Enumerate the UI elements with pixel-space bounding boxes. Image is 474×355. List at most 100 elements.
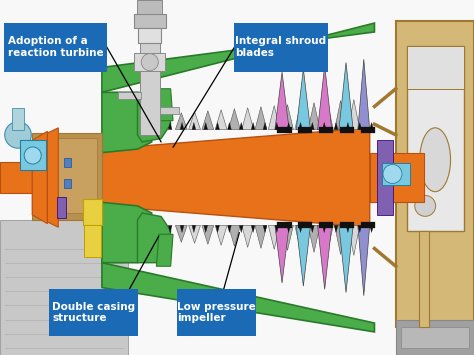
Polygon shape bbox=[228, 225, 231, 233]
Bar bbox=[0, 162, 32, 193]
Polygon shape bbox=[242, 108, 254, 130]
Polygon shape bbox=[370, 122, 374, 130]
Bar bbox=[36, 138, 97, 213]
Polygon shape bbox=[180, 122, 184, 130]
Polygon shape bbox=[102, 23, 374, 92]
Polygon shape bbox=[346, 122, 350, 130]
Polygon shape bbox=[102, 92, 152, 153]
Polygon shape bbox=[358, 122, 362, 130]
Polygon shape bbox=[334, 122, 338, 130]
FancyBboxPatch shape bbox=[49, 289, 138, 336]
Polygon shape bbox=[102, 202, 152, 263]
Polygon shape bbox=[175, 225, 187, 242]
Polygon shape bbox=[348, 225, 360, 256]
Bar bbox=[382, 163, 410, 185]
Polygon shape bbox=[275, 122, 279, 130]
Polygon shape bbox=[268, 106, 280, 130]
Polygon shape bbox=[308, 103, 320, 130]
Polygon shape bbox=[322, 122, 326, 130]
Bar bbox=[64, 179, 71, 188]
Bar bbox=[340, 127, 354, 133]
Polygon shape bbox=[335, 225, 346, 255]
Polygon shape bbox=[58, 128, 370, 227]
Polygon shape bbox=[282, 225, 293, 250]
Polygon shape bbox=[239, 225, 243, 233]
Polygon shape bbox=[334, 225, 338, 233]
Polygon shape bbox=[287, 225, 291, 233]
Polygon shape bbox=[251, 122, 255, 130]
Polygon shape bbox=[275, 225, 279, 233]
Bar bbox=[140, 11, 160, 135]
Polygon shape bbox=[275, 225, 289, 283]
Polygon shape bbox=[310, 225, 314, 233]
Bar bbox=[0, 220, 128, 355]
Polygon shape bbox=[102, 263, 374, 332]
Polygon shape bbox=[156, 234, 173, 266]
Bar bbox=[134, 14, 166, 28]
Polygon shape bbox=[339, 62, 353, 130]
Polygon shape bbox=[216, 225, 219, 233]
Bar bbox=[138, 28, 161, 43]
Polygon shape bbox=[348, 99, 360, 130]
Polygon shape bbox=[189, 225, 201, 243]
Bar bbox=[319, 127, 333, 133]
Polygon shape bbox=[189, 112, 201, 130]
Polygon shape bbox=[299, 225, 302, 233]
Polygon shape bbox=[202, 111, 214, 130]
Polygon shape bbox=[346, 225, 350, 233]
Polygon shape bbox=[321, 102, 333, 130]
Ellipse shape bbox=[419, 128, 450, 192]
Polygon shape bbox=[370, 225, 374, 233]
Bar bbox=[277, 127, 292, 133]
Polygon shape bbox=[228, 109, 240, 130]
Polygon shape bbox=[296, 69, 310, 130]
FancyBboxPatch shape bbox=[4, 23, 107, 71]
Bar bbox=[396, 21, 474, 327]
Polygon shape bbox=[228, 225, 240, 246]
Polygon shape bbox=[202, 225, 214, 244]
Polygon shape bbox=[358, 225, 362, 233]
Polygon shape bbox=[251, 225, 255, 233]
Polygon shape bbox=[204, 122, 208, 130]
Bar bbox=[32, 133, 102, 220]
Polygon shape bbox=[295, 104, 307, 130]
Polygon shape bbox=[263, 122, 267, 130]
Text: Adoption of a
reaction turbine: Adoption of a reaction turbine bbox=[8, 36, 103, 58]
Polygon shape bbox=[287, 122, 291, 130]
Circle shape bbox=[24, 147, 41, 164]
Bar bbox=[118, 92, 141, 99]
Circle shape bbox=[415, 196, 436, 216]
Bar bbox=[12, 108, 24, 130]
Polygon shape bbox=[216, 122, 219, 130]
Polygon shape bbox=[255, 225, 267, 248]
Polygon shape bbox=[215, 110, 227, 130]
Polygon shape bbox=[137, 213, 171, 263]
Bar bbox=[396, 320, 474, 355]
Polygon shape bbox=[175, 113, 187, 130]
Polygon shape bbox=[296, 225, 310, 286]
Circle shape bbox=[141, 54, 158, 71]
Polygon shape bbox=[168, 225, 172, 233]
Text: Low pressure
impeller: Low pressure impeller bbox=[177, 302, 256, 323]
Polygon shape bbox=[310, 122, 314, 130]
Bar bbox=[134, 53, 165, 71]
Bar bbox=[407, 46, 464, 89]
Polygon shape bbox=[255, 106, 267, 130]
Polygon shape bbox=[47, 128, 58, 227]
FancyBboxPatch shape bbox=[234, 23, 328, 71]
Polygon shape bbox=[215, 225, 227, 245]
Polygon shape bbox=[242, 225, 254, 247]
Bar bbox=[319, 222, 333, 228]
Polygon shape bbox=[318, 66, 332, 130]
Bar bbox=[160, 106, 179, 114]
Polygon shape bbox=[168, 122, 172, 130]
Polygon shape bbox=[275, 72, 289, 130]
Bar bbox=[419, 231, 429, 327]
Polygon shape bbox=[268, 225, 280, 249]
Bar bbox=[32, 146, 58, 209]
Bar bbox=[340, 222, 354, 228]
Polygon shape bbox=[322, 225, 326, 233]
Bar bbox=[407, 46, 464, 231]
Polygon shape bbox=[228, 122, 231, 130]
Polygon shape bbox=[180, 225, 184, 233]
